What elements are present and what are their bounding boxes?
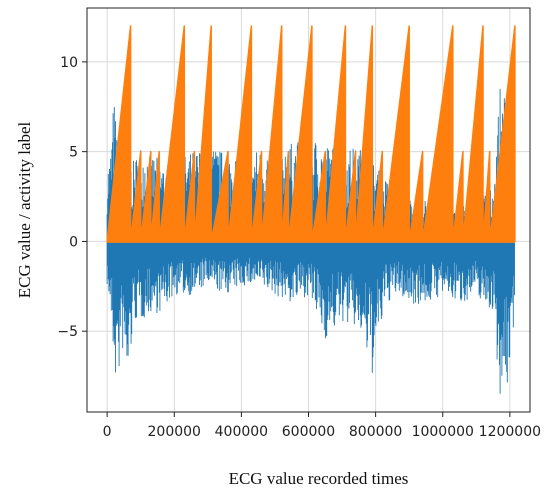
activity-series-line bbox=[106, 25, 516, 243]
x-tick-label: 0 bbox=[103, 424, 112, 440]
y-axis-label: ECG value / activity label bbox=[15, 121, 34, 298]
y-tick-label: 0 bbox=[69, 234, 78, 250]
x-tick-label: 800000 bbox=[349, 424, 402, 440]
x-tick-label: 200000 bbox=[148, 424, 201, 440]
x-tick-label: 1000000 bbox=[412, 424, 474, 440]
y-tick-label: −5 bbox=[57, 324, 78, 340]
x-ticks: 0 200000 400000 600000 800000 1000000 1200000 bbox=[103, 412, 541, 440]
x-tick-label: 600000 bbox=[282, 424, 335, 440]
y-tick-label: 5 bbox=[69, 145, 78, 161]
y-ticks: −5 0 5 10 bbox=[57, 55, 87, 340]
y-tick-label: 10 bbox=[60, 55, 78, 71]
x-axis-label: ECG value recorded times bbox=[229, 469, 409, 488]
x-tick-label: 1200000 bbox=[479, 424, 541, 440]
x-tick-label: 400000 bbox=[215, 424, 268, 440]
plot-area bbox=[106, 25, 516, 394]
